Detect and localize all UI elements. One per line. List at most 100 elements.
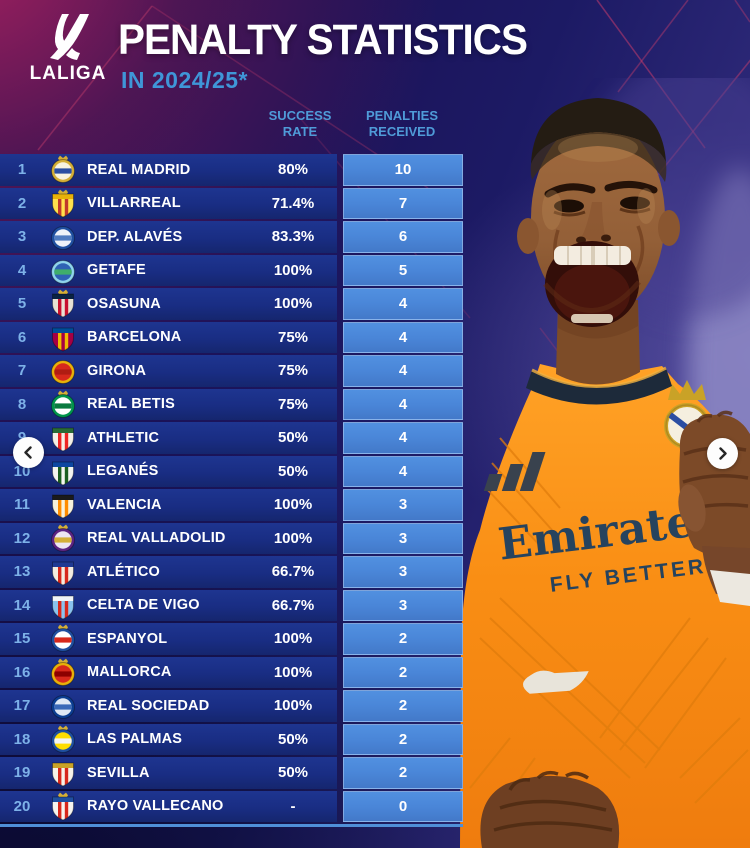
team-name-cell: RAYO VALLECANO bbox=[87, 798, 224, 815]
team-crest bbox=[44, 658, 82, 687]
team-crest bbox=[44, 725, 82, 754]
team-crest bbox=[44, 390, 82, 419]
laliga-wordmark: LALIGA bbox=[29, 63, 107, 84]
team-crest-icon bbox=[52, 461, 74, 486]
success-rate-cell: 83.3% bbox=[271, 228, 315, 246]
team-crest-icon bbox=[52, 595, 74, 620]
table-row-main: 12 REAL VALLADOLID 100% bbox=[0, 522, 337, 554]
team-crest-icon bbox=[52, 289, 74, 318]
table-row: 17 REAL SOCIEDAD 100% 2 bbox=[0, 690, 463, 722]
success-rate-cell: 66.7% bbox=[271, 596, 315, 614]
penalties-cell: 4 bbox=[343, 355, 463, 387]
table-row-main: 5 OSASUNA 100% bbox=[0, 288, 337, 320]
team-name-cell: CELTA DE VIGO bbox=[87, 597, 200, 614]
penalties-cell: 2 bbox=[343, 656, 463, 688]
rank-cell: 13 bbox=[13, 563, 31, 581]
team-crest-icon bbox=[51, 155, 75, 184]
team-crest bbox=[44, 591, 82, 620]
table-row: 3 DEP. ALAVÉS 83.3% 6 bbox=[0, 221, 463, 253]
chevron-right-icon bbox=[719, 447, 727, 460]
team-crest bbox=[44, 289, 82, 318]
team-crest-icon bbox=[51, 390, 75, 418]
penalties-cell: 4 bbox=[343, 422, 463, 454]
penalties-cell: 4 bbox=[343, 388, 463, 420]
table-row: 11 VALENCIA 100% 3 bbox=[0, 489, 463, 521]
rank-cell: 4 bbox=[17, 261, 27, 279]
team-crest-icon bbox=[51, 524, 75, 552]
carousel-prev-button[interactable] bbox=[13, 437, 44, 468]
rank-cell: 16 bbox=[13, 663, 31, 681]
rank-cell: 6 bbox=[17, 328, 27, 346]
success-rate-cell: 75% bbox=[277, 362, 309, 380]
success-rate-cell: 100% bbox=[273, 697, 313, 715]
table-row-main: 6 BARCELONA 75% bbox=[0, 321, 337, 353]
team-crest-icon bbox=[52, 427, 74, 452]
team-name-cell: ATLÉTICO bbox=[87, 563, 161, 580]
team-crest bbox=[44, 222, 82, 251]
rank-cell: 8 bbox=[17, 395, 27, 413]
team-name-cell: BARCELONA bbox=[87, 329, 182, 346]
table-row: 15 ESPANYOL 100% 2 bbox=[0, 623, 463, 655]
chevron-left-icon bbox=[24, 446, 32, 459]
rank-cell: 17 bbox=[13, 697, 31, 715]
table-row: 19 SEVILLA 50% 2 bbox=[0, 757, 463, 789]
team-name-cell: ATHLETIC bbox=[87, 429, 160, 446]
penalties-cell: 5 bbox=[343, 254, 463, 286]
team-crest bbox=[44, 457, 82, 486]
penalties-cell: 0 bbox=[343, 790, 463, 822]
rank-cell: 19 bbox=[13, 764, 31, 782]
team-crest bbox=[44, 758, 82, 787]
table-row: 4 GETAFE 100% 5 bbox=[0, 254, 463, 286]
rank-cell: 1 bbox=[17, 161, 27, 179]
team-crest bbox=[44, 624, 82, 653]
team-name-cell: LEGANÉS bbox=[87, 463, 159, 480]
team-crest bbox=[44, 189, 82, 218]
team-crest-icon bbox=[51, 658, 75, 686]
rank-cell: 3 bbox=[17, 228, 27, 246]
table-row-main: 1 REAL MADRID 80% bbox=[0, 154, 337, 186]
table-row: 10 LEGANÉS 50% 4 bbox=[0, 455, 463, 487]
team-crest-icon bbox=[51, 695, 75, 720]
success-rate-cell: 100% bbox=[273, 663, 313, 681]
table-row-main: 19 SEVILLA 50% bbox=[0, 757, 337, 789]
table-row: 18 LAS PALMAS 50% 2 bbox=[0, 723, 463, 755]
laliga-logo: LALIGA bbox=[20, 12, 116, 92]
page-subtitle: IN 2024/25* bbox=[121, 67, 248, 93]
team-crest bbox=[44, 490, 82, 519]
success-rate-cell: 80% bbox=[277, 161, 309, 179]
success-rate-cell: 75% bbox=[277, 328, 309, 346]
team-crest-icon bbox=[51, 624, 75, 653]
success-rate-cell: 100% bbox=[273, 261, 313, 279]
rank-cell: 15 bbox=[13, 630, 31, 648]
table-row: 14 CELTA DE VIGO 66.7% 3 bbox=[0, 589, 463, 621]
table-row-main: 15 ESPANYOL 100% bbox=[0, 623, 337, 655]
rank-cell: 11 bbox=[14, 496, 30, 514]
team-name-cell: REAL SOCIEDAD bbox=[87, 697, 210, 714]
penalties-cell: 4 bbox=[343, 455, 463, 487]
table-row-main: 11 VALENCIA 100% bbox=[0, 489, 337, 521]
table-row-main: 14 CELTA DE VIGO 66.7% bbox=[0, 589, 337, 621]
success-rate-cell: 50% bbox=[277, 764, 309, 782]
table-row-main: 20 RAYO VALLECANO - bbox=[0, 790, 337, 822]
penalties-cell: 2 bbox=[343, 690, 463, 722]
team-crest bbox=[44, 557, 82, 586]
rank-cell: 5 bbox=[17, 295, 27, 313]
table-row: 5 OSASUNA 100% 4 bbox=[0, 288, 463, 320]
table-row-main: 10 LEGANÉS 50% bbox=[0, 455, 337, 487]
laliga-glyph-icon bbox=[50, 14, 89, 60]
success-rate-cell: - bbox=[290, 797, 296, 815]
table-row-main: 4 GETAFE 100% bbox=[0, 254, 337, 286]
carousel-next-button[interactable] bbox=[707, 438, 738, 469]
team-name-cell: DEP. ALAVÉS bbox=[87, 228, 183, 245]
team-crest-icon bbox=[51, 259, 75, 284]
success-rate-cell: 50% bbox=[277, 730, 309, 748]
team-name-cell: REAL VALLADOLID bbox=[87, 530, 226, 547]
table-row-main: 17 REAL SOCIEDAD 100% bbox=[0, 690, 337, 722]
success-rate-cell: 50% bbox=[277, 429, 309, 447]
table-row-main: 3 DEP. ALAVÉS 83.3% bbox=[0, 221, 337, 253]
penalties-cell: 2 bbox=[343, 723, 463, 755]
table-row-main: 18 LAS PALMAS 50% bbox=[0, 723, 337, 755]
team-crest-icon bbox=[52, 561, 74, 586]
